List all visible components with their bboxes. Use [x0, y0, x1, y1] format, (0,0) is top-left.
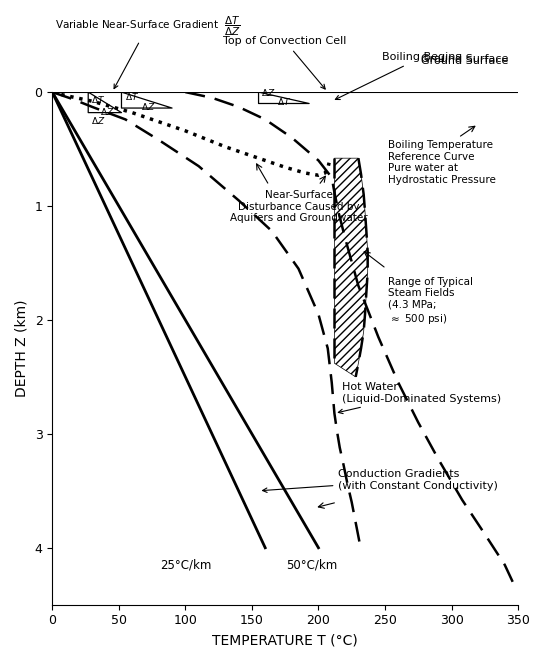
Text: $\Delta Z$: $\Delta Z$ — [91, 115, 105, 126]
Text: $\Delta Z$: $\Delta Z$ — [100, 106, 114, 117]
Text: $\Delta T$: $\Delta T$ — [277, 96, 292, 107]
Text: Near-Surface
Disturbance Caused by
Aquifers and Groundwater: Near-Surface Disturbance Caused by Aquif… — [229, 190, 367, 223]
Text: Ground Surface: Ground Surface — [421, 54, 508, 64]
Text: 50°C/km: 50°C/km — [286, 558, 337, 571]
Text: Boiling Begins: Boiling Begins — [335, 52, 462, 99]
Text: Range of Typical
Steam Fields
(4.3 MPa;
$\approx$ 500 psi): Range of Typical Steam Fields (4.3 MPa; … — [387, 277, 473, 326]
Text: Ground Surface: Ground Surface — [421, 56, 508, 66]
Text: $\Delta Z$: $\Delta Z$ — [142, 101, 156, 112]
Text: $\Delta T$: $\Delta T$ — [91, 94, 105, 105]
Text: Boiling Temperature
Reference Curve
Pure water at
Hydrostatic Pressure: Boiling Temperature Reference Curve Pure… — [387, 140, 495, 185]
Text: Conduction Gradients
(with Constant Conductivity): Conduction Gradients (with Constant Cond… — [263, 469, 498, 493]
Text: $\Delta T$: $\Delta T$ — [125, 91, 140, 102]
X-axis label: TEMPERATURE T (°C): TEMPERATURE T (°C) — [213, 633, 358, 647]
Text: Variable Near-Surface Gradient  $\dfrac{\Delta T}{\Delta Z}$: Variable Near-Surface Gradient $\dfrac{\… — [55, 15, 240, 89]
Y-axis label: DEPTH Z (km): DEPTH Z (km) — [15, 300, 29, 397]
Text: 25°C/km: 25°C/km — [160, 558, 211, 571]
Text: Top of Convection Cell: Top of Convection Cell — [223, 36, 347, 89]
Text: $\Delta Z$: $\Delta Z$ — [261, 87, 276, 97]
Text: Hot Water
(Liquid-Dominated Systems): Hot Water (Liquid-Dominated Systems) — [338, 383, 501, 414]
